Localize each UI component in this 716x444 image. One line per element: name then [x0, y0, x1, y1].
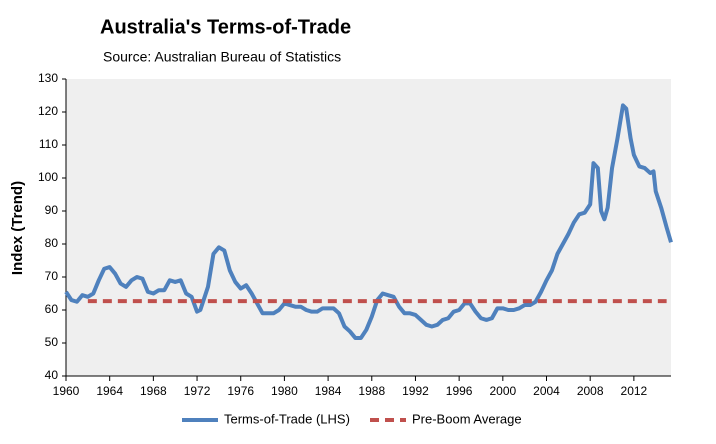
legend-label: Pre-Boom Average [412, 411, 522, 426]
chart-title: Australia's Terms-of-Trade [100, 16, 351, 38]
x-tick-label: 1968 [140, 384, 167, 398]
y-tick-label: 60 [45, 302, 59, 316]
x-tick-label: 1996 [446, 384, 473, 398]
y-tick-label: 90 [45, 203, 59, 217]
legend-label: Terms-of-Trade (LHS) [224, 411, 350, 426]
y-tick-label: 130 [38, 71, 58, 85]
y-axis-label: Index (Trend) [9, 181, 26, 275]
x-tick-label: 2008 [577, 384, 604, 398]
x-tick-label: 1984 [315, 384, 342, 398]
x-tick-label: 1972 [184, 384, 211, 398]
x-tick-label: 2004 [533, 384, 560, 398]
x-tick-label: 1964 [96, 384, 123, 398]
y-tick-label: 70 [45, 269, 59, 283]
x-tick-label: 1980 [271, 384, 298, 398]
y-tick-label: 50 [45, 335, 59, 349]
x-tick-label: 1988 [358, 384, 385, 398]
plot-area [66, 79, 671, 376]
y-tick-label: 110 [39, 137, 58, 151]
y-tick-label: 100 [38, 170, 58, 184]
x-tick-label: 1992 [402, 384, 429, 398]
chart-subtitle: Source: Australian Bureau of Statistics [103, 49, 341, 65]
series-line [64, 103, 673, 341]
x-tick-label: 1976 [227, 384, 254, 398]
x-tick-label: 2000 [489, 384, 516, 398]
y-tick-label: 40 [45, 368, 59, 382]
y-tick-label: 120 [38, 104, 58, 118]
x-tick-label: 2012 [621, 384, 648, 398]
x-tick-label: 1960 [53, 384, 80, 398]
y-tick-label: 80 [45, 236, 59, 250]
